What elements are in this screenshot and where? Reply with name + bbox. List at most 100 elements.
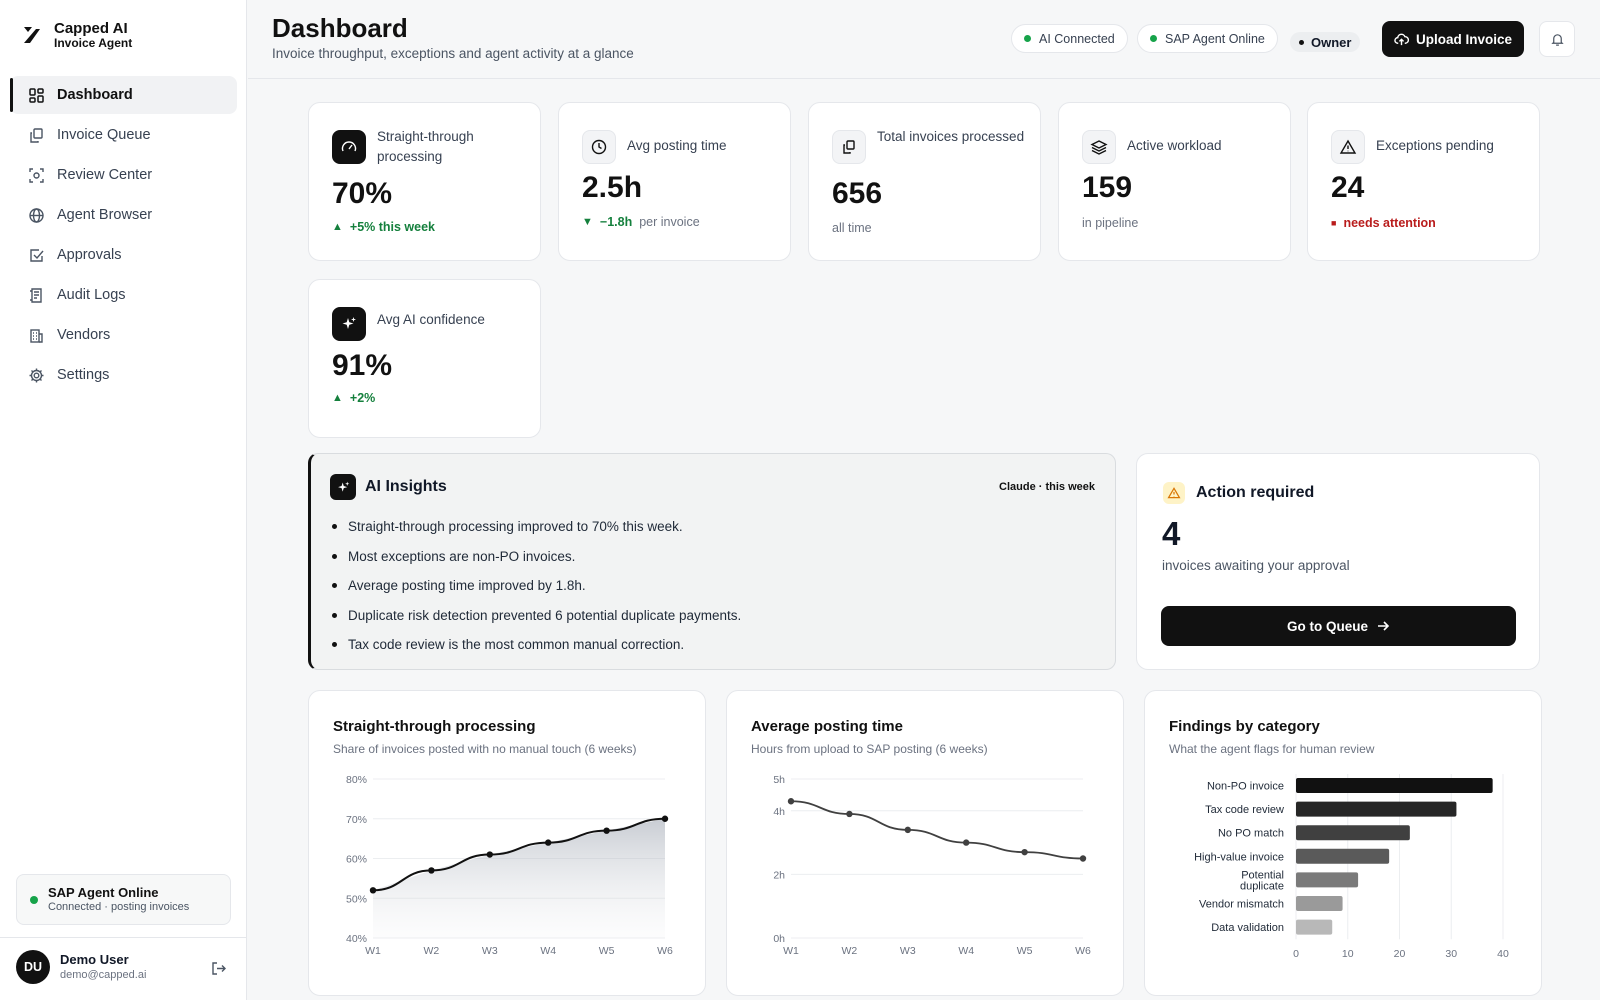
sidebar-item-review-center[interactable]: Review Center [10, 156, 237, 194]
data-point [603, 827, 610, 834]
go-to-queue-label: Go to Queue [1287, 618, 1368, 634]
page-header: Dashboard Invoice throughput, exceptions… [248, 0, 1600, 79]
x-tick-label: W3 [482, 945, 498, 957]
category-label: Data validation [1211, 922, 1284, 934]
gauge-icon [332, 130, 366, 164]
x-tick-label: 40 [1497, 948, 1509, 960]
notifications-button[interactable] [1539, 21, 1575, 57]
data-point [1021, 848, 1028, 856]
x-tick-label: 20 [1394, 948, 1406, 960]
action-title: Action required [1196, 484, 1315, 501]
kpi-value: 91% [332, 349, 393, 382]
data-point [963, 839, 970, 846]
sidebar-item-vendors[interactable]: Vendors [10, 316, 237, 354]
sidebar-item-label: Audit Logs [57, 287, 126, 303]
arrow-right-icon [1378, 621, 1390, 631]
insight-item: Straight-through processing improved to … [332, 512, 741, 542]
kpi-label: Total invoices processed [877, 129, 1025, 144]
data-point [545, 839, 552, 846]
x-tick-label: 10 [1342, 948, 1354, 960]
kpi-label: Avg posting time [627, 138, 727, 153]
kpi-trend: ▲ +2% [332, 391, 375, 405]
stp-chart-card: Straight-through processing Share of inv… [308, 690, 706, 996]
user-name: Demo User [60, 952, 129, 967]
trend-up-icon: ▲ [332, 392, 343, 404]
user-email: demo@capped.ai [60, 969, 147, 981]
category-label: Tax code review [1205, 804, 1284, 816]
brand[interactable]: Capped AI Invoice Agent [22, 20, 132, 50]
scan-icon [28, 167, 45, 184]
x-tick-label: W6 [657, 945, 673, 957]
posting-time-line-chart: 0h 2h 4h 5h W1 W2 W3 W4 W5 W6 [773, 774, 1091, 957]
status-dot [1024, 35, 1031, 42]
action-required-card: Action required 4 invoices awaiting your… [1136, 453, 1540, 670]
agent-status-card: SAP Agent Online Connected · posting inv… [16, 874, 231, 925]
bar [1296, 919, 1333, 935]
data-point [787, 798, 795, 805]
sidebar-nav: Dashboard Invoice Queue Review Center Ag… [10, 76, 237, 396]
y-tick-label: 2h [773, 869, 785, 881]
area-fill [373, 818, 665, 938]
page-subtitle: Invoice throughput, exceptions and agent… [272, 46, 634, 61]
role-label: Owner [1311, 34, 1352, 50]
sidebar-item-dashboard[interactable]: Dashboard [10, 76, 237, 114]
avatar[interactable]: DU [16, 950, 50, 984]
brand-subtitle: Invoice Agent [54, 36, 133, 50]
data-point [428, 867, 435, 874]
kpi-card-active-workload: Active workload 159 in pipeline [1058, 102, 1291, 261]
kpi-note: per invoice [639, 215, 700, 229]
ai-insights-panel: AI Insights Claude · this week Straight-… [308, 453, 1116, 670]
bell-icon [1550, 33, 1564, 46]
check-square-icon [28, 247, 45, 264]
agent-status-subtitle: Connected · posting invoices [48, 901, 190, 913]
y-tick-label: 50% [346, 893, 367, 905]
go-to-queue-button[interactable]: Go to Queue [1161, 606, 1516, 646]
insight-item: Duplicate risk detection prevented 6 pot… [332, 601, 741, 631]
trend-up-icon: ▲ [332, 221, 343, 233]
chart-title: Findings by category [1169, 718, 1320, 735]
kpi-card-ai-confidence: Avg AI confidence 91% ▲ +2% [308, 279, 541, 438]
bar [1296, 848, 1390, 864]
x-tick-label: W6 [1075, 945, 1091, 957]
sidebar-item-label: Dashboard [57, 87, 133, 103]
x-tick-label: W5 [1017, 945, 1033, 957]
kpi-value: 656 [832, 177, 883, 210]
building-icon [28, 327, 45, 344]
ai-status-label: AI Connected [1039, 31, 1115, 46]
x-tick-label: 0 [1293, 948, 1299, 960]
agent-status-title: SAP Agent Online [48, 885, 159, 900]
user-profile: DU Demo User demo@capped.ai [0, 937, 247, 1000]
bar [1296, 872, 1359, 888]
sidebar-item-audit-logs[interactable]: Audit Logs [10, 276, 237, 314]
sidebar-item-approvals[interactable]: Approvals [10, 236, 237, 274]
category-label: Vendor mismatch [1199, 899, 1284, 911]
kpi-label: Active workload [1127, 138, 1222, 153]
insight-item: Tax code review is the most common manua… [332, 630, 741, 660]
kpi-value: 70% [332, 177, 393, 210]
category-label: No PO match [1218, 828, 1284, 840]
y-tick-label: 60% [346, 854, 367, 866]
y-tick-label: 4h [773, 806, 785, 818]
x-tick-label: W3 [900, 945, 916, 957]
upload-invoice-button[interactable]: Upload Invoice [1382, 21, 1524, 57]
documents-icon [28, 127, 45, 144]
y-tick-label: 80% [346, 774, 367, 786]
x-tick-label: W5 [599, 945, 615, 957]
y-tick-label: 0h [773, 933, 785, 945]
x-tick-label: W1 [783, 945, 799, 957]
sidebar-item-agent-browser[interactable]: Agent Browser [10, 196, 237, 234]
category-label: duplicate [1240, 880, 1284, 892]
insights-tag: Claude · this week [999, 481, 1095, 493]
logout-icon[interactable] [210, 960, 227, 977]
chart-title: Straight-through processing [333, 718, 536, 735]
data-point [661, 815, 669, 822]
sidebar-item-label: Vendors [57, 327, 111, 343]
kpi-note: needs attention [1343, 216, 1436, 230]
sidebar-item-settings[interactable]: Settings [10, 356, 237, 394]
gear-icon [28, 367, 45, 384]
sidebar-item-invoice-queue[interactable]: Invoice Queue [10, 116, 237, 154]
data-point [1079, 855, 1087, 862]
category-label: High-value invoice [1194, 851, 1284, 863]
kpi-label: Avg AI confidence [377, 312, 485, 327]
kpi-card-total-invoices: Total invoices processed 656 all time [808, 102, 1041, 261]
